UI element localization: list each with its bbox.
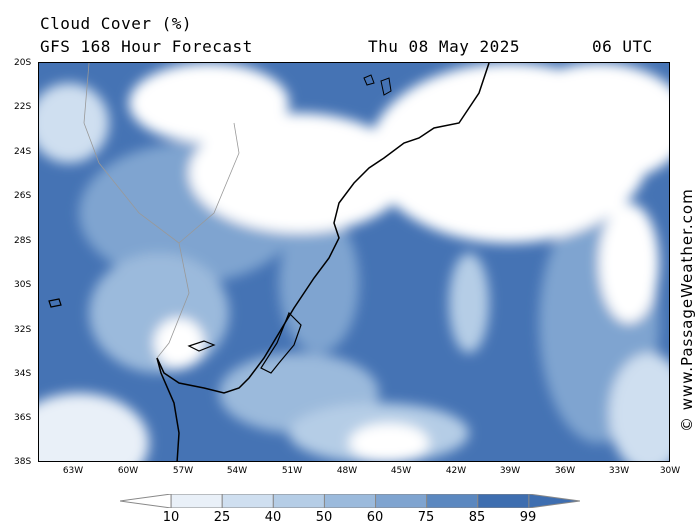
lon-label: 48W: [336, 466, 358, 476]
lat-label: 20S: [14, 58, 32, 68]
legend-swatch: [375, 494, 428, 508]
legend-swatch: [528, 494, 580, 508]
credit-watermark: © www.PassageWeather.com: [678, 188, 696, 432]
lat-label: 36S: [14, 413, 32, 423]
lon-label: 60W: [117, 466, 139, 476]
lon-label: 57W: [172, 466, 194, 476]
lon-label: 63W: [62, 466, 84, 476]
legend-swatch: [221, 494, 274, 508]
lon-label: 51W: [281, 466, 303, 476]
legend-label: 40: [264, 510, 282, 525]
legend-swatch: [323, 494, 377, 508]
map-title: Cloud Cover (%): [40, 14, 192, 33]
legend-swatch: [120, 494, 172, 508]
island-small: [48, 298, 62, 308]
legend-label: 60: [366, 510, 384, 525]
legend-swatches: [120, 494, 580, 508]
lat-label: 34S: [14, 369, 32, 379]
map-canvas: [39, 63, 669, 461]
lon-label: 45W: [390, 466, 412, 476]
lon-label: 33W: [608, 466, 630, 476]
lon-label: 54W: [226, 466, 248, 476]
lat-label: 22S: [14, 102, 32, 112]
lat-label: 24S: [14, 147, 32, 157]
legend-swatch: [272, 494, 325, 508]
legend-label: 50: [315, 510, 333, 525]
legend-label: 25: [213, 510, 231, 525]
country-border: [83, 63, 190, 359]
lat-label: 38S: [14, 457, 32, 467]
cloud-field-patches: [39, 63, 669, 461]
state-border: [178, 122, 240, 244]
coastline: [156, 63, 490, 394]
legend-label: 85: [468, 510, 486, 525]
lat-label: 30S: [14, 280, 32, 290]
legend-label: 99: [519, 510, 537, 525]
lat-label: 28S: [14, 236, 32, 246]
lat-label: 32S: [14, 325, 32, 335]
lon-label: 30W: [659, 466, 681, 476]
legend-label: 75: [417, 510, 435, 525]
lat-label: 26S: [14, 191, 32, 201]
lagoon: [260, 311, 302, 374]
legend-colorbar: [120, 494, 580, 508]
forecast-date: Thu 08 May 2025: [368, 37, 520, 56]
islands-north: [363, 74, 392, 96]
legend-label: 10: [162, 510, 180, 525]
forecast-subtitle: GFS 168 Hour Forecast: [40, 37, 253, 56]
lon-label: 36W: [554, 466, 576, 476]
legend-swatch: [426, 494, 479, 508]
legend-swatch: [477, 494, 530, 508]
forecast-time: 06 UTC: [592, 37, 653, 56]
legend-swatch: [170, 494, 223, 508]
cloud-cover-map: [38, 62, 670, 462]
lon-label: 42W: [445, 466, 467, 476]
lon-label: 39W: [499, 466, 521, 476]
river-plata: [156, 357, 180, 461]
island: [187, 340, 216, 352]
